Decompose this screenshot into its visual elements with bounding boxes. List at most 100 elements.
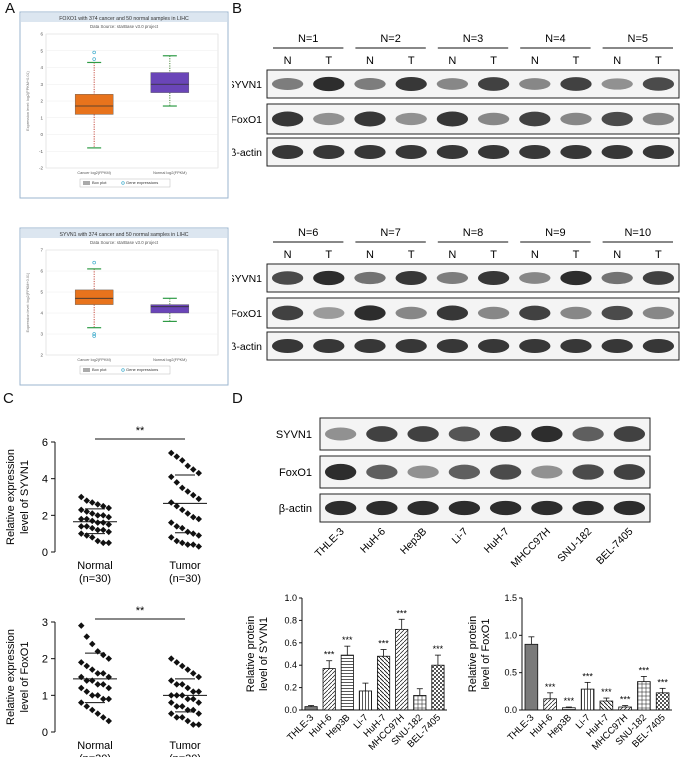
data-point (83, 662, 91, 670)
blot-band (354, 145, 386, 159)
data-point (105, 695, 113, 703)
data-point (184, 510, 192, 517)
y-tick-label: 3 (40, 332, 43, 337)
y-tick-label: 0.2 (284, 683, 297, 693)
data-point (94, 537, 102, 545)
group-label: N=3 (463, 33, 484, 45)
blot-band (531, 425, 563, 443)
blot-band (642, 306, 675, 320)
blot-band (395, 339, 427, 353)
blot-band (395, 112, 427, 126)
data-point (178, 703, 186, 710)
blot-band (313, 307, 345, 319)
bar (599, 700, 614, 711)
blot-band (572, 426, 604, 442)
legend-marker (121, 368, 125, 372)
blot-band (642, 339, 675, 353)
blot-band (271, 305, 304, 321)
data-point (178, 484, 186, 492)
legend-label: Gene expressions (126, 180, 158, 185)
data-point (77, 622, 85, 629)
data-point (88, 510, 96, 517)
data-point (77, 530, 85, 537)
box (150, 304, 190, 314)
data-point (189, 513, 197, 521)
y-axis-label: Relative expression (5, 449, 17, 545)
y-tick-label: 2 (42, 654, 48, 666)
legend-swatch (83, 181, 90, 185)
bar (618, 706, 632, 711)
group-label: Normal (77, 560, 112, 572)
panel-letter-d: D (232, 390, 243, 407)
outlier-point (92, 50, 96, 55)
cell-line-label: THLE-3 (313, 526, 347, 560)
blot-band (395, 77, 427, 91)
box (150, 72, 190, 93)
blot-band (519, 272, 551, 284)
panel-letter-c: C (3, 390, 14, 407)
lane-label: N (284, 55, 292, 67)
lane-label: T (325, 55, 332, 67)
y-tick-label: -1 (39, 149, 43, 154)
y-tick-label: 2 (42, 510, 48, 522)
data-point (94, 501, 102, 508)
blot-band (489, 500, 522, 516)
data-point (105, 655, 113, 662)
y-axis-label: level of FoxO1 (480, 619, 492, 690)
significance-label: ** (136, 425, 145, 437)
blot-band (313, 339, 345, 353)
blot-band (313, 112, 345, 126)
significance-label: *** (582, 671, 593, 681)
box (74, 289, 114, 305)
blot-band (489, 464, 522, 480)
data-point (77, 659, 85, 666)
blot-band (560, 112, 592, 126)
blot-band (271, 339, 304, 353)
data-point (99, 519, 107, 526)
lane-label: T (408, 55, 415, 67)
bar (376, 655, 391, 711)
panel-b: N=1 N T N=2 N T N=3 N T N=4 N T N=5 N T SYVN1 FoxO1 β-act… (232, 33, 680, 361)
group-label: Normal (77, 740, 112, 752)
data-point (173, 703, 181, 710)
data-point (178, 681, 186, 688)
outlier-point (92, 260, 96, 265)
outlier-point (92, 57, 96, 61)
bar (543, 698, 557, 711)
blot-band (448, 426, 481, 442)
blot-band (407, 426, 439, 442)
data-point (189, 670, 197, 677)
legend-box (79, 365, 171, 375)
legend-swatch (83, 368, 90, 372)
band-label: SYVN1 (232, 273, 262, 285)
blot-band (354, 271, 386, 285)
lane-label: N (531, 55, 539, 67)
blot-band (560, 77, 592, 91)
group-label: N=2 (380, 33, 401, 45)
significance-label: *** (378, 639, 389, 649)
blot-band (436, 145, 469, 159)
blot-band (395, 306, 427, 320)
bar (562, 707, 576, 711)
y-tick-label: 0.4 (284, 660, 297, 670)
data-point (105, 684, 113, 692)
group-label: N=10 (624, 227, 651, 239)
bar (524, 643, 539, 711)
scatter-syvn1: 0 2 4 6 Relative expression level of SYVN1 Nor… (5, 425, 207, 585)
data-point (99, 681, 107, 688)
y-axis-label: Expression level: log2(FPKM+0.01) (26, 272, 30, 332)
data-point (178, 539, 186, 547)
lane-label: N (613, 55, 621, 67)
y-tick-label: 4 (40, 65, 43, 70)
y-axis-label: level of SYVN1 (19, 460, 31, 534)
data-point (178, 524, 186, 532)
blot-band (436, 111, 469, 127)
data-point (99, 526, 107, 534)
data-point (83, 633, 91, 640)
lane-label: T (573, 249, 580, 261)
boxplot-titlebar (21, 13, 227, 22)
data-point (178, 662, 186, 670)
legend-marker (121, 181, 125, 185)
data-point (99, 695, 107, 703)
data-point (178, 506, 186, 514)
